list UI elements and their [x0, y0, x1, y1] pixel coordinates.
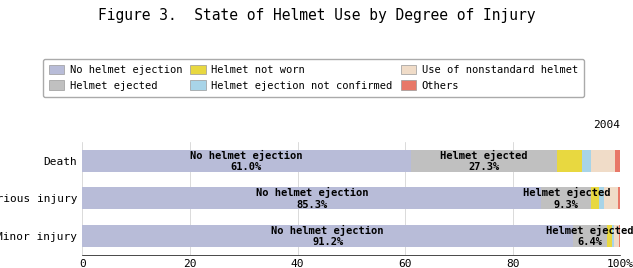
Bar — [82, 150, 411, 172]
Bar — [615, 225, 618, 247]
Bar — [611, 225, 615, 247]
Bar — [573, 225, 608, 247]
Bar — [615, 150, 620, 172]
Bar — [82, 225, 573, 247]
Bar — [541, 187, 591, 209]
Bar — [411, 150, 558, 172]
Legend: No helmet ejection, Helmet ejected, Helmet not worn, Helmet ejection not confirm: No helmet ejection, Helmet ejected, Helm… — [42, 59, 584, 97]
Bar — [618, 225, 620, 247]
Text: Helmet ejected
9.3%: Helmet ejected 9.3% — [522, 187, 610, 210]
Text: Figure 3.  State of Helmet Use by Degree of Injury: Figure 3. State of Helmet Use by Degree … — [97, 8, 536, 23]
Text: Helmet ejected
27.3%: Helmet ejected 27.3% — [440, 150, 528, 172]
Text: 2004: 2004 — [593, 120, 620, 130]
Bar — [558, 150, 582, 172]
Bar — [608, 225, 611, 247]
Bar — [582, 150, 591, 172]
Bar — [618, 187, 620, 209]
Text: No helmet ejection
91.2%: No helmet ejection 91.2% — [272, 225, 384, 247]
Bar — [82, 187, 541, 209]
Text: Helmet ejected
6.4%: Helmet ejected 6.4% — [546, 225, 633, 247]
Text: No helmet ejection
61.0%: No helmet ejection 61.0% — [190, 150, 303, 172]
Bar — [604, 187, 618, 209]
Text: No helmet ejection
85.3%: No helmet ejection 85.3% — [256, 187, 368, 210]
Bar — [591, 150, 615, 172]
Bar — [599, 187, 604, 209]
Bar — [591, 187, 599, 209]
